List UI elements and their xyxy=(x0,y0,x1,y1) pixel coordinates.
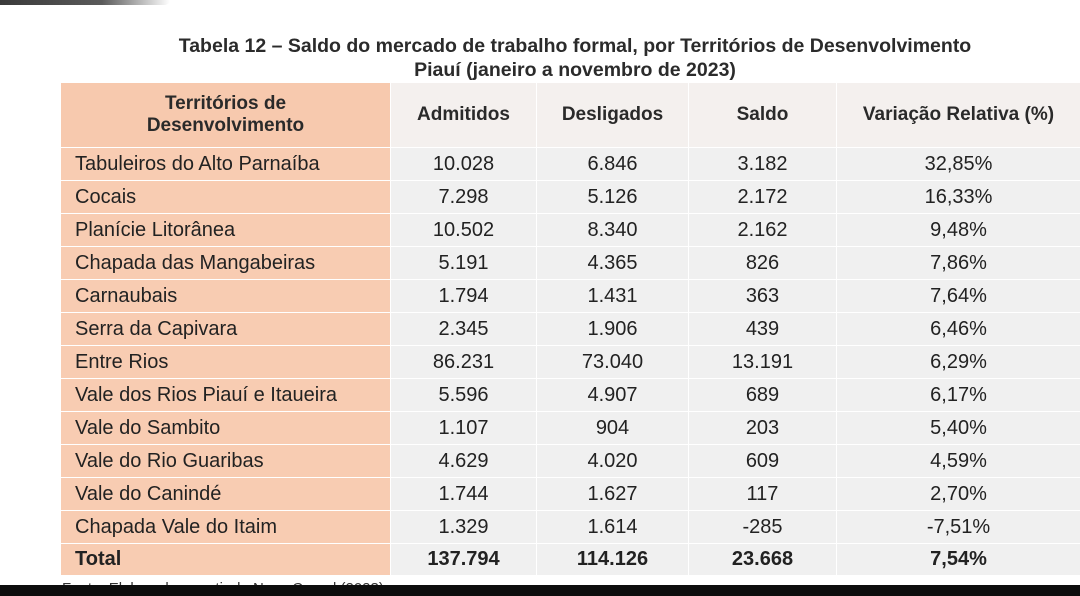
cell-variacao: 6,17% xyxy=(836,378,1080,412)
source-note: Fonte: Elaborado a partir do Novo Caged … xyxy=(62,579,384,587)
cell-territorio: Vale do Sambito xyxy=(60,411,391,445)
cell-saldo: 13.191 xyxy=(688,345,837,379)
cell-admitidos: 2.345 xyxy=(390,312,537,346)
cell-desligados: 6.846 xyxy=(536,147,689,181)
cell-territorio: Chapada Vale do Itaim xyxy=(60,510,391,544)
top-edge-smudge xyxy=(0,0,170,5)
cell-variacao: 4,59% xyxy=(836,444,1080,478)
table-row: Vale dos Rios Piauí e Itaueira 5.596 4.907… xyxy=(60,378,1080,412)
cell-admitidos: 1.329 xyxy=(390,510,537,544)
header-territorio: Territórios de Desenvolvimento xyxy=(60,82,391,148)
cell-saldo: 689 xyxy=(688,378,837,412)
cell-admitidos: 1.794 xyxy=(390,279,537,313)
cell-saldo: 117 xyxy=(688,477,837,511)
cell-territorio: Vale do Rio Guaribas xyxy=(60,444,391,478)
table-row: Vale do Sambito 1.107 904 203 5,40% xyxy=(60,411,1080,445)
cell-admitidos: 1.744 xyxy=(390,477,537,511)
cell-admitidos: 7.298 xyxy=(390,180,537,214)
cell-desligados: 1.431 xyxy=(536,279,689,313)
cell-variacao: 7,64% xyxy=(836,279,1080,313)
cell-variacao: 6,46% xyxy=(836,312,1080,346)
total-row: Total 137.794 114.126 23.668 7,54% xyxy=(60,543,1080,576)
cell-desligados: 1.614 xyxy=(536,510,689,544)
cell-territorio: Serra da Capivara xyxy=(60,312,391,346)
cell-territorio: Tabuleiros do Alto Parnaíba xyxy=(60,147,391,181)
cell-desligados: 4.907 xyxy=(536,378,689,412)
table-title: Tabela 12 – Saldo do mercado de trabalho… xyxy=(130,34,1020,82)
cell-saldo: 2.172 xyxy=(688,180,837,214)
table-title-line2: Piauí (janeiro a novembro de 2023) xyxy=(414,59,736,81)
labor-market-table: Territórios de Desenvolvimento Admitidos… xyxy=(60,82,1080,576)
table-row: Vale do Rio Guaribas 4.629 4.020 609 4,59% xyxy=(60,444,1080,478)
cell-admitidos: 5.191 xyxy=(390,246,537,280)
cell-saldo: 3.182 xyxy=(688,147,837,181)
cell-territorio: Planície Litorânea xyxy=(60,213,391,247)
total-label: Total xyxy=(60,543,391,576)
cell-desligados: 8.340 xyxy=(536,213,689,247)
cell-admitidos: 5.596 xyxy=(390,378,537,412)
cell-admitidos: 86.231 xyxy=(390,345,537,379)
cell-variacao: 16,33% xyxy=(836,180,1080,214)
bottom-black-bar xyxy=(0,585,1080,596)
cell-desligados: 5.126 xyxy=(536,180,689,214)
cell-admitidos: 10.028 xyxy=(390,147,537,181)
cell-admitidos: 4.629 xyxy=(390,444,537,478)
total-desligados: 114.126 xyxy=(536,543,689,576)
cell-variacao: -7,51% xyxy=(836,510,1080,544)
cell-variacao: 9,48% xyxy=(836,213,1080,247)
header-territorio-label: Territórios de Desenvolvimento xyxy=(146,93,305,136)
table-row: Planície Litorânea 10.502 8.340 2.162 9,48% xyxy=(60,213,1080,247)
cell-saldo: 2.162 xyxy=(688,213,837,247)
table-row: Chapada Vale do Itaim 1.329 1.614 -285 -7,51… xyxy=(60,510,1080,544)
cell-saldo: 439 xyxy=(688,312,837,346)
cell-saldo: -285 xyxy=(688,510,837,544)
cell-variacao: 2,70% xyxy=(836,477,1080,511)
header-row: Territórios de Desenvolvimento Admitidos… xyxy=(60,82,1080,148)
table-row: Serra da Capivara 2.345 1.906 439 6,46% xyxy=(60,312,1080,346)
table-row: Chapada das Mangabeiras 5.191 4.365 826 7,86… xyxy=(60,246,1080,280)
cell-saldo: 363 xyxy=(688,279,837,313)
cell-territorio: Carnaubais xyxy=(60,279,391,313)
cell-variacao: 6,29% xyxy=(836,345,1080,379)
cell-variacao: 7,86% xyxy=(836,246,1080,280)
header-desligados: Desligados xyxy=(536,82,689,148)
table-row: Tabuleiros do Alto Parnaíba 10.028 6.846 3.… xyxy=(60,147,1080,181)
cell-territorio: Chapada das Mangabeiras xyxy=(60,246,391,280)
cell-territorio: Vale dos Rios Piauí e Itaueira xyxy=(60,378,391,412)
table-body: Tabuleiros do Alto Parnaíba 10.028 6.846 3.… xyxy=(60,147,1080,576)
table-row: Vale do Canindé 1.744 1.627 117 2,70% xyxy=(60,477,1080,511)
header-variacao: Variação Relativa (%) xyxy=(836,82,1080,148)
total-saldo: 23.668 xyxy=(688,543,837,576)
table-container: Territórios de Desenvolvimento Admitidos… xyxy=(60,82,1080,576)
table-row: Entre Rios 86.231 73.040 13.191 6,29% xyxy=(60,345,1080,379)
cell-saldo: 609 xyxy=(688,444,837,478)
header-admitidos: Admitidos xyxy=(390,82,537,148)
table-row: Carnaubais 1.794 1.431 363 7,64% xyxy=(60,279,1080,313)
cell-desligados: 904 xyxy=(536,411,689,445)
cell-desligados: 1.906 xyxy=(536,312,689,346)
cell-variacao: 5,40% xyxy=(836,411,1080,445)
cell-variacao: 32,85% xyxy=(836,147,1080,181)
total-admitidos: 137.794 xyxy=(390,543,537,576)
header-saldo: Saldo xyxy=(688,82,837,148)
cell-desligados: 4.020 xyxy=(536,444,689,478)
cell-admitidos: 1.107 xyxy=(390,411,537,445)
cell-saldo: 203 xyxy=(688,411,837,445)
cell-territorio: Vale do Canindé xyxy=(60,477,391,511)
total-variacao: 7,54% xyxy=(836,543,1080,576)
table-row: Cocais 7.298 5.126 2.172 16,33% xyxy=(60,180,1080,214)
cell-desligados: 4.365 xyxy=(536,246,689,280)
cell-admitidos: 10.502 xyxy=(390,213,537,247)
cell-saldo: 826 xyxy=(688,246,837,280)
cell-territorio: Cocais xyxy=(60,180,391,214)
cell-desligados: 1.627 xyxy=(536,477,689,511)
cell-desligados: 73.040 xyxy=(536,345,689,379)
table-title-line1: Tabela 12 – Saldo do mercado de trabalho… xyxy=(178,35,972,57)
cell-territorio: Entre Rios xyxy=(60,345,391,379)
